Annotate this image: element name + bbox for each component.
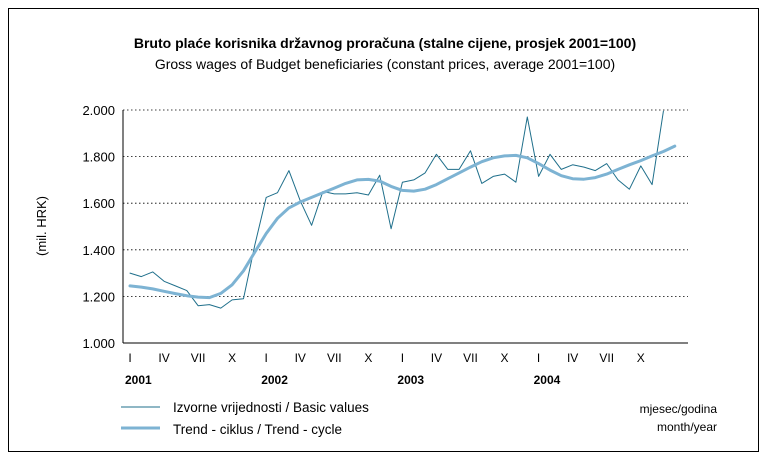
y-tick-label: 1.200 [82, 289, 115, 304]
series-line-basic-values [130, 111, 663, 308]
y-axis-label: (mil. HRK) [34, 196, 49, 256]
year-label: 2002 [261, 373, 288, 387]
x-tick-label: X [637, 351, 645, 365]
x-tick-label: IV [158, 351, 169, 365]
x-axis-label-line1: mjesec/godina [640, 402, 718, 416]
legend-label-basic: Izvorne vrijednosti / Basic values [173, 400, 369, 415]
year-label: 2003 [397, 373, 424, 387]
x-tick-label: IV [431, 351, 442, 365]
y-tick-label: 1.800 [82, 150, 115, 165]
year-label: 2001 [125, 373, 152, 387]
y-tick-label: 2.000 [82, 103, 115, 118]
x-tick-label: I [401, 351, 404, 365]
y-tick-label: 1.600 [82, 196, 115, 211]
x-tick-label: VII [599, 351, 614, 365]
y-tick-label: 1.400 [82, 243, 115, 258]
y-tick-label: 1.000 [82, 336, 115, 351]
legend: Izvorne vrijednosti / Basic values Trend… [121, 400, 369, 437]
x-tick-label: VII [191, 351, 206, 365]
x-tick-label: VII [463, 351, 478, 365]
x-tick-label: X [501, 351, 509, 365]
x-axis-label-line2: month/year [657, 420, 717, 434]
legend-label-trend: Trend - ciklus / Trend - cycle [173, 422, 342, 437]
x-tick-label: I [128, 351, 131, 365]
x-tick-label: I [537, 351, 540, 365]
x-tick-label: X [364, 351, 372, 365]
x-tick-label: I [265, 351, 268, 365]
x-tick-label: X [228, 351, 236, 365]
year-label: 2004 [534, 373, 561, 387]
x-tick-label: IV [295, 351, 306, 365]
x-tick-label: VII [327, 351, 342, 365]
series-line-trend-cycle [130, 146, 675, 298]
x-tick-label: IV [567, 351, 578, 365]
